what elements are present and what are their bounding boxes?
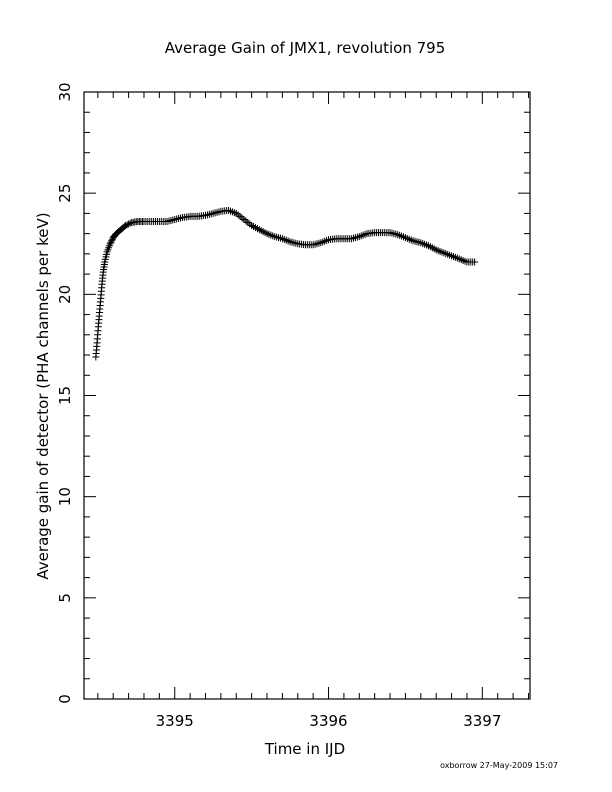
data-point [125,220,133,228]
data-point [163,217,171,225]
data-point [351,234,359,242]
data-point [165,217,173,225]
y-tick-label: 0 [56,694,74,704]
data-point [205,210,213,218]
x-tick-label: 3395 [156,712,194,730]
data-point [313,240,321,248]
data-point [169,216,177,224]
y-tick-label: 10 [56,487,74,506]
data-point [209,209,217,217]
data-point [275,234,283,242]
x-axis-tick-labels: 3395 3396 3397 [156,712,502,730]
data-point [215,208,223,216]
data-point [350,234,358,242]
data-point [240,215,248,223]
data-point [309,241,317,249]
data-point [173,215,181,223]
x-axis-ticks [97,92,529,699]
data-point [201,211,209,219]
data-point [207,210,215,218]
data-point [228,208,236,216]
y-axis-tick-labels: 0 5 10 15 20 25 30 [56,82,74,703]
data-point [203,211,211,219]
data-point [244,219,252,227]
data-point [211,209,219,217]
data-point [236,212,244,220]
data-point [471,258,479,266]
y-tick-label: 30 [56,82,74,101]
data-points [92,206,479,361]
data-point [390,230,398,238]
data-point [171,215,179,223]
data-point [413,238,421,246]
data-point [107,238,115,246]
y-axis-ticks [84,91,530,700]
data-point [388,229,396,237]
data-point [177,214,185,222]
data-point [386,229,394,237]
data-point [290,239,298,247]
plot-frame [83,91,531,700]
data-point [122,222,130,230]
data-point [242,217,250,225]
data-point [167,216,175,224]
y-axis-label: Average gain of detector (PHA channels p… [34,212,52,579]
data-point [108,237,116,245]
y-tick-label: 20 [56,285,74,304]
y-tick-label: 25 [56,184,74,203]
data-point [238,214,246,222]
footer-credit: oxborrow 27-May-2009 15:07 [440,761,558,770]
y-tick-label: 15 [56,386,74,405]
x-tick-label: 3397 [463,712,501,730]
data-point [213,208,221,216]
x-tick-label: 3396 [309,712,347,730]
data-point [106,240,114,248]
data-point [123,221,131,229]
data-point [292,239,300,247]
x-axis-label: Time in IJD [264,740,345,758]
data-point [348,235,356,243]
y-tick-label: 5 [56,593,74,603]
data-point [126,219,134,227]
data-point [311,240,319,248]
data-point [175,214,183,222]
chart-title: Average Gain of JMX1, revolution 795 [165,39,446,57]
